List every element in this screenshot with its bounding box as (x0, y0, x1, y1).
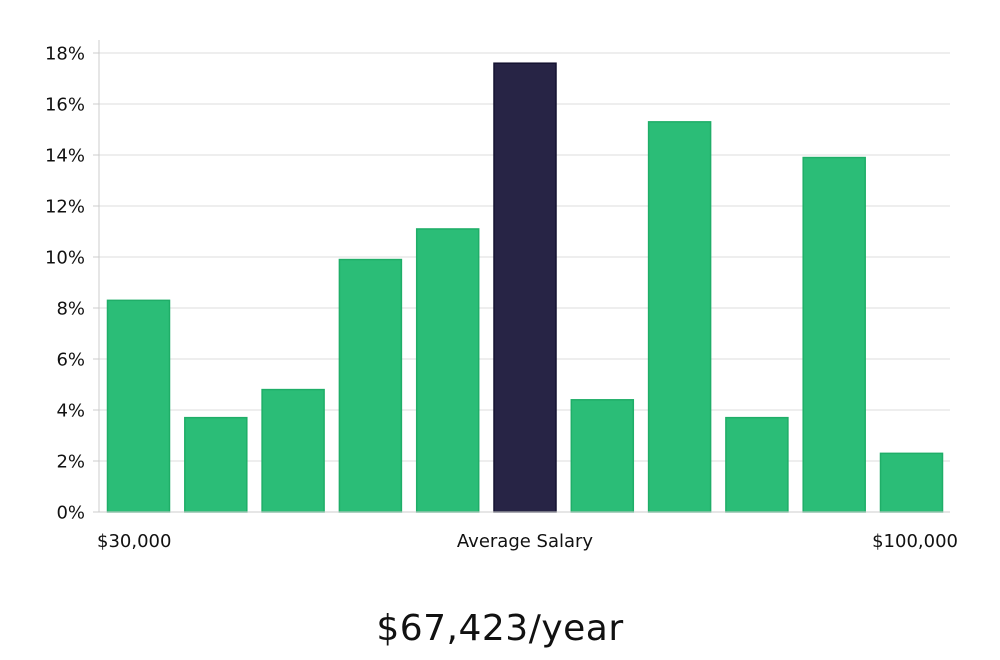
bar (647, 121, 712, 513)
bars (106, 62, 944, 513)
bar (802, 156, 866, 513)
bar (106, 299, 171, 513)
average-salary-value: $67,423/year (376, 608, 624, 649)
salary-histogram: 0% 2% 4% 6% 8% 10% 12% 14% 16% 18% $30,000 Averag… (45, 40, 958, 552)
bar (879, 452, 944, 513)
x-label-left: $30,000 (97, 531, 171, 552)
y-tick-label: 8% (56, 299, 85, 320)
y-tick-label: 2% (56, 452, 85, 473)
bar (184, 416, 248, 513)
x-label-center: Average Salary (457, 531, 594, 552)
bar (725, 416, 789, 513)
y-tick-label: 14% (45, 146, 85, 167)
y-tick-label: 12% (45, 197, 85, 218)
bar (338, 258, 403, 513)
bar (415, 228, 480, 513)
y-tick-label: 0% (56, 503, 85, 524)
bar (570, 399, 635, 513)
y-tick-label: 18% (45, 44, 85, 65)
y-tick-label: 10% (45, 248, 85, 269)
y-axis-ticks: 0% 2% 4% 6% 8% 10% 12% 14% 16% 18% (45, 44, 99, 524)
bar-average-highlight (493, 62, 557, 513)
x-label-right: $100,000 (872, 531, 958, 552)
y-tick-label: 16% (45, 95, 85, 116)
bar (261, 388, 325, 513)
y-tick-label: 4% (56, 401, 85, 422)
y-tick-label: 6% (56, 350, 85, 371)
